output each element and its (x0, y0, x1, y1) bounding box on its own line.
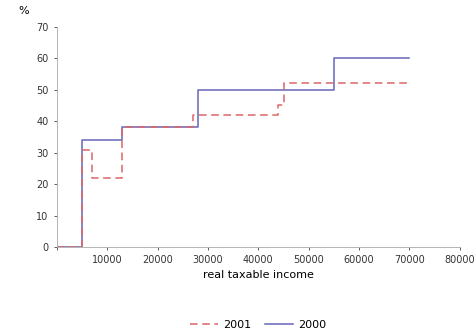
X-axis label: real taxable income: real taxable income (203, 270, 314, 280)
Text: %: % (18, 6, 28, 16)
Legend: 2001, 2000: 2001, 2000 (186, 315, 331, 334)
